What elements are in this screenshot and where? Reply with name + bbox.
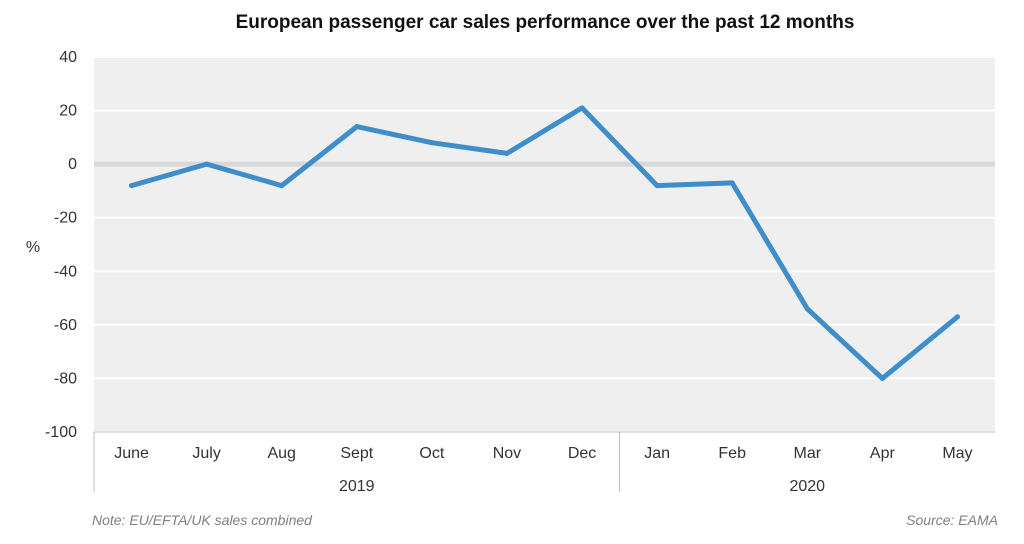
y-tick-label: -20: [54, 210, 77, 227]
y-tick-label: -80: [54, 370, 77, 387]
y-tick-label: -60: [54, 317, 77, 334]
y-tick-label: 0: [68, 156, 77, 173]
data-point: [579, 105, 585, 111]
year-label: 2020: [789, 478, 825, 495]
gridlines: [94, 56, 995, 433]
data-point: [204, 161, 210, 167]
footnote: Note: EU/EFTA/UK sales combined: [92, 512, 312, 528]
x-tick-label: Nov: [493, 445, 521, 462]
y-tick-label: -100: [45, 424, 77, 441]
plot-area: [94, 57, 995, 432]
chart-title: European passenger car sales performance…: [235, 12, 855, 33]
data-point: [429, 140, 435, 146]
y-tick-label: 40: [59, 49, 77, 66]
data-point: [504, 150, 510, 156]
x-tick-label: Aug: [267, 445, 295, 462]
data-point: [954, 314, 960, 320]
series-line: [129, 105, 960, 381]
x-tick-label: Sept: [340, 445, 373, 462]
y-tick-label: 20: [59, 103, 77, 120]
y-axis-label: %: [26, 239, 40, 256]
year-label: 2019: [339, 478, 375, 495]
y-tick-label: -40: [54, 263, 77, 280]
x-tick-label: Mar: [794, 445, 822, 462]
x-tick-label: May: [942, 445, 972, 462]
x-axis: June July Aug Sept Oct Nov Dec Jan Feb Mar Apr May 2…: [93, 431, 995, 495]
x-tick-label: Jan: [644, 445, 670, 462]
data-point: [654, 183, 660, 189]
data-point: [879, 375, 885, 381]
x-tick-label: Oct: [419, 445, 444, 462]
x-tick-label: Feb: [718, 445, 746, 462]
data-point: [729, 180, 735, 186]
x-tick-label: July: [192, 445, 220, 462]
data-point: [354, 124, 360, 130]
data-point: [279, 183, 285, 189]
x-tick-label: June: [114, 445, 149, 462]
series: [129, 105, 960, 381]
x-tick-label: Dec: [568, 445, 596, 462]
data-point: [804, 306, 810, 312]
x-tick-label: Apr: [870, 445, 896, 462]
y-axis: 40 20 0 -20 -40 -60 -80 -100: [45, 49, 77, 441]
source-note: Source: EAMA: [906, 512, 998, 528]
data-point: [129, 183, 135, 189]
